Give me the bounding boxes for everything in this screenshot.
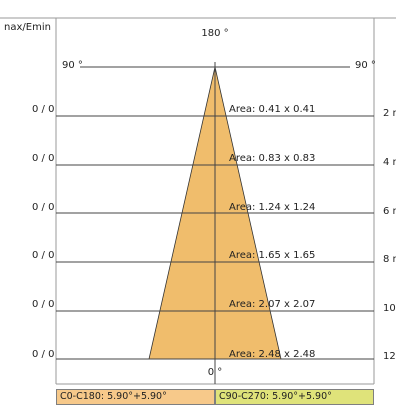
bottom-angle-label: 0 ° xyxy=(208,367,223,378)
distance-row: 0 / 0 Area: 2.07 x 2.07 10 xyxy=(32,299,396,314)
distance-row: 0 / 0 Area: 1.65 x 1.65 8 m xyxy=(32,250,396,265)
row-area: Area: 2.48 x 2.48 xyxy=(229,349,315,360)
row-area: Area: 0.41 x 0.41 xyxy=(229,104,315,115)
row-distance: 6 m xyxy=(383,206,396,217)
distance-row: 0 / 0 Area: 2.48 x 2.48 12 xyxy=(32,349,396,362)
row-area: Area: 1.65 x 1.65 xyxy=(229,250,315,261)
row-ratio: 0 / 0 xyxy=(32,349,54,360)
legend-c90-c270: C90-C270: 5.90°+5.90° xyxy=(215,389,374,405)
row-ratio: 0 / 0 xyxy=(32,202,54,213)
row-distance: 12 xyxy=(383,351,396,362)
emax-emin-label: nax/Emin xyxy=(4,22,51,33)
row-distance: 2 m xyxy=(383,108,396,119)
row-ratio: 0 / 0 xyxy=(32,250,54,261)
legend-c0-c180: C0-C180: 5.90°+5.90° xyxy=(56,389,215,405)
row-ratio: 0 / 0 xyxy=(32,153,54,164)
row-ratio: 0 / 0 xyxy=(32,104,54,115)
left-angle-label: 90 ° xyxy=(62,60,83,71)
row-ratio: 0 / 0 xyxy=(32,299,54,310)
row-distance: 10 xyxy=(383,303,396,314)
top-angle-label: 180 ° xyxy=(201,28,228,39)
row-area: Area: 1.24 x 1.24 xyxy=(229,202,315,213)
row-distance: 4 m xyxy=(383,157,396,168)
distance-row: 0 / 0 Area: 0.83 x 0.83 4 m xyxy=(32,153,396,168)
row-area: Area: 0.83 x 0.83 xyxy=(229,153,315,164)
row-distance: 8 m xyxy=(383,254,396,265)
distance-row: 0 / 0 Area: 1.24 x 1.24 6 m xyxy=(32,202,396,217)
distance-row: 0 / 0 Area: 0.41 x 0.41 2 m xyxy=(32,104,396,119)
row-area: Area: 2.07 x 2.07 xyxy=(229,299,315,310)
right-angle-label: 90 ° xyxy=(355,60,376,71)
